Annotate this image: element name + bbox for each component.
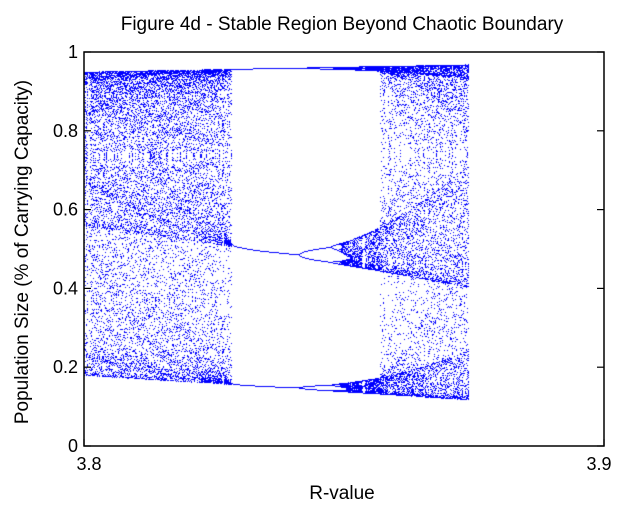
tick-labels: 0 0.2 0.4 0.6 0.8 1 3.8 3.9: [53, 42, 612, 474]
plot-frame: [83, 51, 605, 447]
axis-ticks: [83, 51, 605, 447]
y-tick-label: 0.2: [53, 357, 78, 377]
chart-title: Figure 4d - Stable Region Beyond Chaotic…: [121, 14, 564, 35]
y-tick-label: 1: [68, 42, 78, 62]
y-tick-label: 0.6: [53, 200, 78, 220]
y-tick-label: 0.4: [53, 278, 78, 298]
x-tick-label: 3.9: [586, 454, 611, 474]
bifurcation-points: [84, 52, 604, 446]
y-tick-label: 0.8: [53, 121, 78, 141]
x-axis-label: R-value: [309, 483, 374, 504]
y-tick-label: 0: [68, 436, 78, 456]
y-axis-label: Population Size (% of Carrying Capacity): [12, 80, 33, 424]
x-tick-label: 3.8: [76, 454, 101, 474]
plot-area: [84, 52, 604, 446]
